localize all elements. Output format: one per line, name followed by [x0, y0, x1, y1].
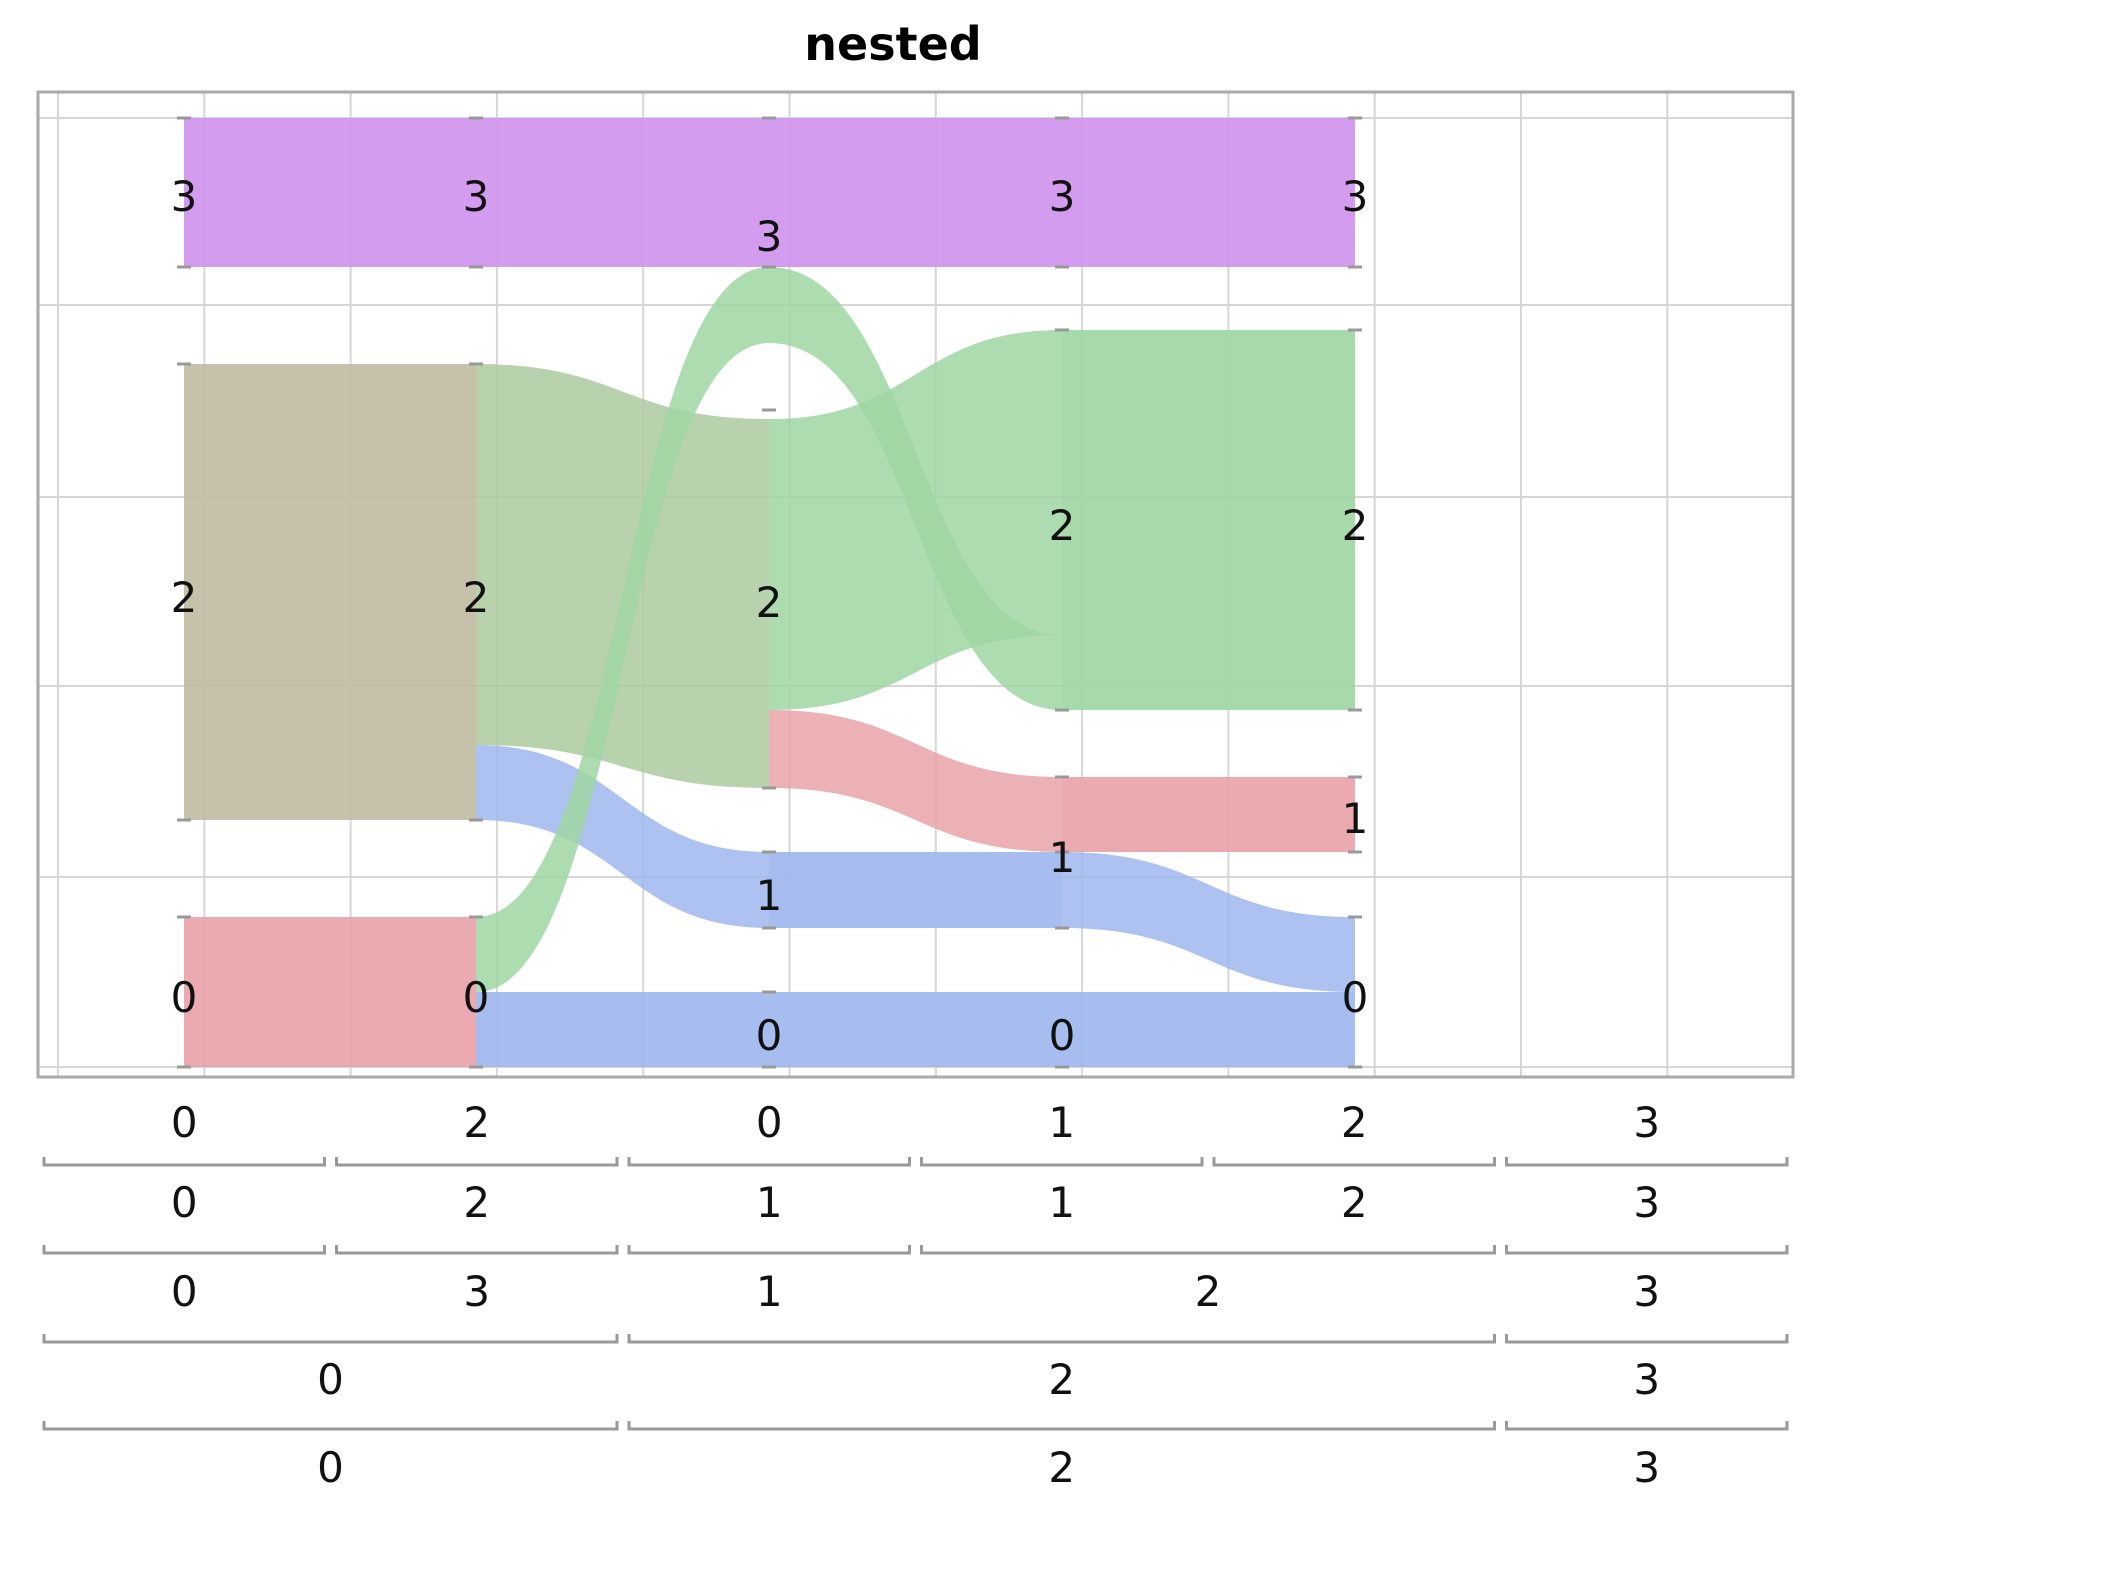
x-tick-label: 2 [1341, 1098, 1368, 1147]
x-tick-label: 0 [756, 1098, 783, 1147]
node-label: 3 [463, 172, 490, 221]
x-axis: 0 2 0 1 2 3 0 2 1 1 2 3 0 3 1 2 3 0 2 3 0 2 3 [42, 1098, 1789, 1492]
flow-0-col3 [1062, 992, 1355, 1067]
x-tick-label: 2 [463, 1098, 490, 1147]
node-label: 3 [756, 212, 783, 261]
node-label: 3 [1342, 172, 1369, 221]
plot-frame [36, 90, 1795, 1079]
flow-3 [184, 118, 1355, 267]
x-tick-label: 1 [1048, 1098, 1075, 1147]
x-tick-label: 3 [1633, 1267, 1660, 1316]
node-label: 1 [1342, 794, 1369, 843]
x-group-bracket [42, 1334, 619, 1344]
flow-2-col3 [1062, 330, 1355, 710]
x-tick-label: 3 [463, 1267, 490, 1316]
node-label: 3 [171, 172, 198, 221]
x-group-bracket [1505, 1334, 1789, 1344]
x-tick-label: 3 [1633, 1355, 1660, 1404]
x-group-bracket [42, 1421, 619, 1431]
flow-1-col3 [1062, 777, 1355, 852]
flows [184, 118, 1355, 1067]
node-label: 2 [1049, 501, 1076, 550]
flow-1red-col2 [769, 710, 1062, 852]
flow-0-col0 [184, 917, 476, 1067]
node-label: 2 [463, 573, 490, 622]
node-label: 0 [756, 1011, 783, 1060]
x-group-bracket [42, 1245, 326, 1255]
x-group-bracket [627, 1245, 911, 1255]
flow-0to2-col1 [476, 267, 769, 992]
node-label: 0 [1049, 1011, 1076, 1060]
x-tick-label: 0 [317, 1355, 344, 1404]
flow-0-col2 [769, 992, 1062, 1067]
x-tick-label: 2 [1195, 1267, 1222, 1316]
node-label: 0 [171, 973, 198, 1022]
x-tick-label: 0 [171, 1098, 198, 1147]
node-label: 2 [171, 573, 198, 622]
x-tick-label: 0 [171, 1267, 198, 1316]
node-label: 3 [1049, 172, 1076, 221]
x-tick-label: 3 [1633, 1098, 1660, 1147]
flow-2-col1 [476, 364, 769, 788]
chart-title: nested [804, 17, 981, 71]
x-group-bracket [335, 1245, 619, 1255]
node-label: 1 [756, 871, 783, 920]
flow-2-col2-b [769, 330, 1062, 710]
node-labels: 3 2 0 3 2 0 3 2 1 0 3 2 1 0 3 2 1 0 [171, 172, 1369, 1060]
x-tick-label: 2 [463, 1178, 490, 1227]
node-label: 0 [1342, 973, 1369, 1022]
x-tick-label: 1 [756, 1178, 783, 1227]
node-label: 2 [1342, 501, 1369, 550]
x-tick-label: 3 [1633, 1443, 1660, 1492]
node-label: 2 [756, 578, 783, 627]
x-group-bracket [1212, 1157, 1496, 1167]
x-tick-label: 2 [1048, 1355, 1075, 1404]
x-group-bracket [920, 1245, 1496, 1255]
x-group-bracket [627, 1157, 911, 1167]
x-group-bracket [1505, 1421, 1789, 1431]
x-tick-label: 2 [1341, 1178, 1368, 1227]
x-group-bracket [42, 1157, 326, 1167]
node-ticks [177, 116, 1362, 1069]
flow-1-col1 [476, 745, 769, 928]
x-group-bracket [335, 1157, 619, 1167]
node-label: 1 [1049, 833, 1076, 882]
x-tick-label: 1 [1048, 1178, 1075, 1227]
x-group-bracket [627, 1421, 1496, 1431]
flow-1to0-col3 [1062, 852, 1355, 992]
x-group-bracket [1505, 1245, 1789, 1255]
x-tick-label: 3 [1633, 1178, 1660, 1227]
x-tick-label: 0 [171, 1178, 198, 1227]
x-group-bracket [920, 1157, 1204, 1167]
x-tick-label: 0 [317, 1443, 344, 1492]
flow-1-col2 [769, 852, 1062, 928]
x-tick-label: 1 [756, 1267, 783, 1316]
flow-0-col1 [476, 992, 769, 1067]
flow-2-col0 [184, 364, 476, 820]
node-label: 0 [463, 973, 490, 1022]
x-group-bracket [1505, 1157, 1789, 1167]
x-tick-label: 2 [1048, 1443, 1075, 1492]
x-group-bracket [627, 1334, 1496, 1344]
